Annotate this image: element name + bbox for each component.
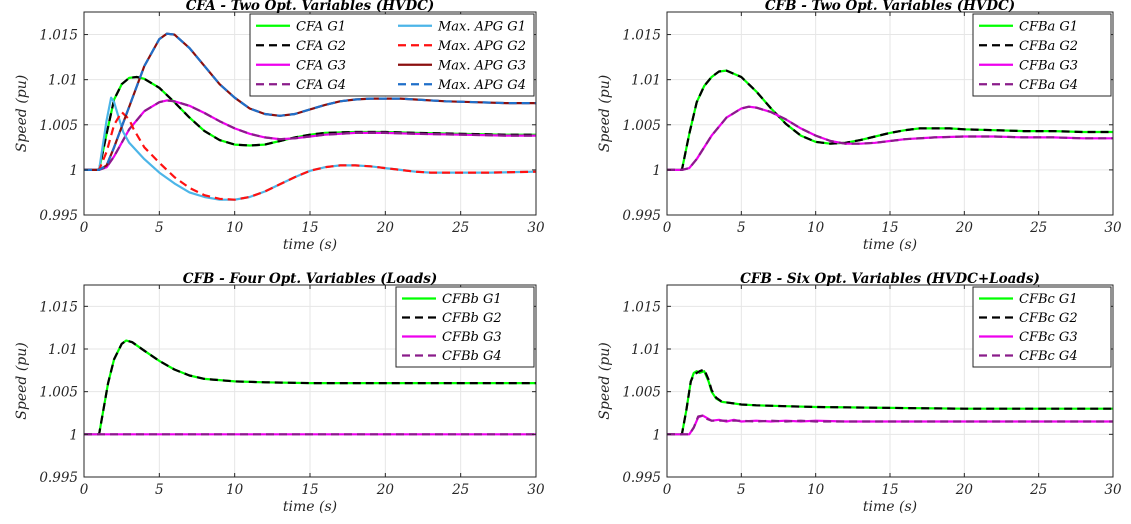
x-tick-label: 25	[451, 482, 469, 498]
y-tick-label: 1.005	[39, 118, 78, 134]
legend-label: Max. APG G1	[437, 19, 526, 34]
x-tick-label: 5	[155, 482, 164, 498]
chart-panel-3: 0 5 10 15 20 25 30 0.995 1 1.005 1.01 1.015 CFB - Fo…	[14, 271, 545, 515]
chart-panel-1: 0 5 10 15 20 25 30 0.995 1 1.005 1.01 1.015 CFA - Tw…	[14, 0, 545, 253]
y-tick-label: 1	[652, 427, 661, 443]
x-tick-label: 0	[80, 220, 89, 236]
y-tick-label: 1.01	[48, 73, 78, 89]
legend-label: CFBb G2	[442, 311, 502, 326]
legend: CFA G1 CFA G2 CFA G3 CFA G4 Max. APG G1 Max. …	[249, 13, 535, 97]
legend-label: Max. APG G4	[437, 78, 526, 93]
series-line-2	[667, 69, 1113, 171]
x-tick-label: 5	[737, 482, 746, 498]
y-axis-label: Speed (pu)	[597, 342, 613, 419]
legend: CFBc G1 CFBc G2 CFBc G3 CFBc G4	[972, 286, 1112, 368]
x-tick-label: 30	[527, 220, 545, 236]
x-tick-label: 20	[955, 482, 974, 498]
x-tick-label: 5	[737, 220, 746, 236]
x-tick-label: 5	[155, 220, 164, 236]
series-line-4	[667, 414, 1113, 436]
x-axis-label: time (s)	[283, 237, 337, 253]
y-tick-label: 0.995	[622, 208, 661, 224]
chart-panel-4: 0 5 10 15 20 25 30 0.995 1 1.005 1.01 1.015 CFB - Si…	[597, 271, 1122, 515]
legend-label: CFBc G2	[1019, 311, 1078, 326]
y-tick-label: 1.015	[622, 299, 661, 315]
chart-panel-2: 0 5 10 15 20 25 30 0.995 1 1.005 1.01 1.015 CFB - Tw…	[597, 0, 1122, 253]
y-axis-label: Speed (pu)	[597, 75, 613, 152]
legend: CFBb G1 CFBb G2 CFBb G3 CFBb G4	[395, 286, 535, 368]
chart-title: CFB - Two Opt. Variables (HVDC)	[765, 0, 1015, 14]
x-tick-label: 25	[451, 220, 469, 236]
x-tick-label: 15	[301, 220, 318, 236]
x-tick-label: 30	[527, 482, 545, 498]
legend-label: CFBc G4	[1019, 349, 1078, 364]
x-tick-label: 0	[663, 482, 672, 498]
legend-label: Max. APG G3	[437, 58, 526, 73]
y-tick-label: 1.015	[622, 28, 661, 44]
legend-label: CFBb G3	[442, 330, 502, 345]
legend-label: CFA G2	[296, 39, 346, 54]
legend-label: CFA G1	[296, 19, 346, 34]
x-tick-label: 10	[226, 220, 244, 236]
y-tick-label: 0.995	[39, 208, 78, 224]
y-axis-label: Speed (pu)	[14, 75, 30, 152]
y-tick-label: 1.01	[631, 342, 661, 358]
legend-label: CFBb G1	[442, 292, 502, 307]
x-tick-label: 10	[807, 482, 825, 498]
y-tick-label: 1	[652, 163, 661, 179]
x-axis-label: time (s)	[863, 499, 917, 515]
x-tick-label: 0	[663, 220, 672, 236]
series-line-4	[667, 105, 1113, 171]
x-tick-label: 30	[1104, 220, 1122, 236]
legend-label: CFBa G3	[1019, 58, 1078, 73]
x-axis-label: time (s)	[863, 237, 917, 253]
x-tick-label: 10	[807, 220, 825, 236]
legend-label: CFA G3	[296, 58, 346, 73]
legend-label: Max. APG G2	[437, 39, 526, 54]
x-tick-label: 15	[881, 220, 898, 236]
legend-label: CFA G4	[296, 78, 346, 93]
legend-label: CFBa G1	[1019, 19, 1078, 34]
y-tick-label: 1.005	[39, 385, 78, 401]
y-tick-label: 1.005	[622, 118, 661, 134]
x-tick-label: 10	[226, 482, 244, 498]
legend: CFBa G1 CFBa G2 CFBa G3 CFBa G4	[972, 13, 1112, 97]
legend-label: CFBa G2	[1019, 39, 1078, 54]
y-tick-label: 0.995	[39, 470, 78, 486]
chart-title: CFB - Six Opt. Variables (HVDC+Loads)	[740, 271, 1040, 287]
x-tick-label: 20	[376, 482, 395, 498]
x-tick-label: 25	[1029, 482, 1047, 498]
legend-label: CFBc G1	[1019, 292, 1078, 307]
series-line-2	[84, 75, 536, 171]
y-axis-label: Speed (pu)	[14, 342, 30, 419]
y-tick-label: 1	[69, 427, 78, 443]
legend-label: CFBb G4	[442, 349, 502, 364]
y-tick-label: 1	[69, 163, 78, 179]
y-tick-label: 1.01	[48, 342, 78, 358]
y-tick-label: 1.01	[631, 73, 661, 89]
legend-label: CFBa G4	[1019, 78, 1078, 93]
x-tick-label: 20	[955, 220, 974, 236]
chart-title: CFB - Four Opt. Variables (Loads)	[183, 271, 438, 287]
x-tick-label: 0	[80, 482, 89, 498]
y-tick-label: 1.015	[39, 28, 78, 44]
series-line-2	[667, 368, 1113, 436]
y-tick-label: 1.015	[39, 299, 78, 315]
x-tick-label: 15	[301, 482, 318, 498]
x-tick-label: 15	[881, 482, 898, 498]
series-line-6	[84, 110, 536, 201]
x-tick-label: 30	[1104, 482, 1122, 498]
chart-title: CFA - Two Opt. Variables (HVDC)	[186, 0, 435, 14]
y-tick-label: 1.005	[622, 385, 661, 401]
y-tick-label: 0.995	[622, 470, 661, 486]
x-tick-label: 25	[1029, 220, 1047, 236]
x-tick-label: 20	[376, 220, 395, 236]
x-axis-label: time (s)	[283, 499, 337, 515]
series-line-2	[84, 339, 536, 436]
series-line-8	[84, 32, 536, 171]
series-line-4	[84, 99, 536, 171]
legend-label: CFBc G3	[1019, 330, 1078, 345]
